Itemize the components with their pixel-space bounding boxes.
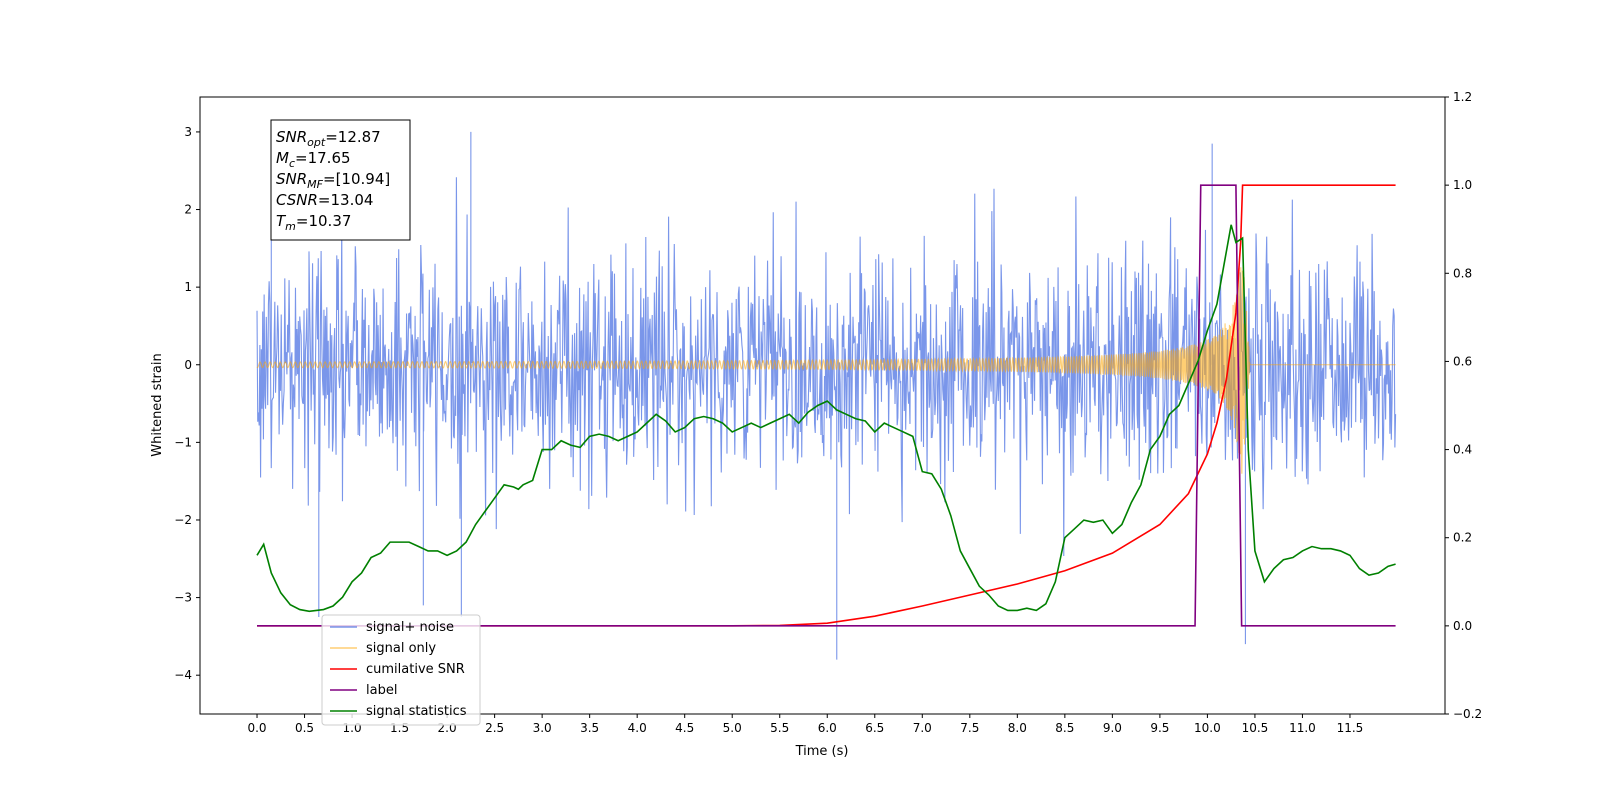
x-tick-label: 10.0 xyxy=(1194,721,1221,735)
annotation-symbol: T xyxy=(276,212,287,230)
y-tick-label-left: 2 xyxy=(184,203,192,217)
y-tick-label-left: 3 xyxy=(184,125,192,139)
x-tick-label: 10.5 xyxy=(1242,721,1269,735)
annotation-line: SNRMF=[10.94] xyxy=(276,170,390,191)
annotation-symbol: CSNR xyxy=(276,191,318,209)
x-axis-label: Time (s) xyxy=(795,744,849,759)
legend-entry: signal+ noise xyxy=(366,620,454,635)
x-tick-label: 6.5 xyxy=(865,721,884,735)
legend-entry: signal only xyxy=(366,641,436,656)
annotation-line: Mc=17.65 xyxy=(276,149,351,170)
annotation-symbol: SNR xyxy=(276,128,307,146)
annotation-symbol: SNR xyxy=(276,170,307,188)
x-tick-label: 8.0 xyxy=(1008,721,1027,735)
x-tick-label: 8.5 xyxy=(1055,721,1074,735)
x-tick-label: 11.5 xyxy=(1337,721,1364,735)
y-tick-label-left: 1 xyxy=(184,280,192,294)
y-tick-label-right: 1.2 xyxy=(1453,90,1472,104)
x-tick-label: 0.0 xyxy=(247,721,266,735)
annotation-value: =17.65 xyxy=(295,149,351,167)
series-signal-statistics xyxy=(256,224,1396,613)
y-tick-label-right: 1.0 xyxy=(1453,178,1472,192)
x-tick-label: 0.5 xyxy=(295,721,314,735)
annotation-subscript: c xyxy=(289,157,295,170)
x-tick-label: 2.5 xyxy=(485,721,504,735)
annotation-value: =12.87 xyxy=(325,128,381,146)
annotation-value: =13.04 xyxy=(318,191,374,209)
x-tick-label: 11.0 xyxy=(1289,721,1316,735)
x-tick-label: 3.0 xyxy=(533,721,552,735)
x-tick-label: 6.0 xyxy=(818,721,837,735)
x-tick-label: 7.5 xyxy=(960,721,979,735)
legend-entry: signal statistics xyxy=(366,704,467,719)
y-tick-label-right: 0.6 xyxy=(1453,354,1472,368)
legend-entry: cumilative SNR xyxy=(366,662,465,677)
x-tick-label: 9.0 xyxy=(1103,721,1122,735)
annotation-line: CSNR=13.04 xyxy=(276,191,373,209)
x-tick-label: 4.5 xyxy=(675,721,694,735)
annotation-value: =[10.94] xyxy=(323,170,390,188)
x-tick-label: 4.0 xyxy=(628,721,647,735)
y-tick-label-right: 0.8 xyxy=(1453,266,1472,280)
x-tick-label: 3.5 xyxy=(580,721,599,735)
x-tick-label: 5.5 xyxy=(770,721,789,735)
series-label xyxy=(257,184,1396,627)
annotation-line: SNRopt=12.87 xyxy=(276,128,381,149)
y-tick-label-right: 0.4 xyxy=(1453,443,1472,457)
y-tick-label-left: −4 xyxy=(174,668,192,682)
legend-frame xyxy=(321,614,481,726)
annotation-subscript: opt xyxy=(307,136,326,149)
x-axis: 0.0 0.5 1.0 1.5 2.0 2.5 3.0 3.5 4.0 4.5 5.0 5.5 6.0 6… xyxy=(247,714,1363,735)
y-tick-label-right: 0.0 xyxy=(1453,619,1472,633)
annotation-value: =10.37 xyxy=(296,212,352,230)
left-y-axis: −4 −3 −2 −1 0 1 2 3 xyxy=(174,125,200,682)
annotation-line: Tm=10.37 xyxy=(276,212,351,233)
x-tick-label: 9.5 xyxy=(1150,721,1169,735)
y-tick-label-left: 0 xyxy=(184,358,192,372)
annotation-symbol: M xyxy=(276,149,289,167)
series-cumulative-snr xyxy=(257,184,1396,627)
y-axis-label: Whitened strain xyxy=(150,353,165,456)
x-tick-label: 5.0 xyxy=(723,721,742,735)
axes-frame xyxy=(199,96,1446,715)
right-y-axis: −0.2 0.0 0.2 0.4 0.6 0.8 1.0 1.2 xyxy=(1445,90,1482,721)
annotation-frame xyxy=(270,119,411,241)
y-tick-label-left: −1 xyxy=(174,435,192,449)
y-tick-label-right: −0.2 xyxy=(1453,707,1482,721)
annotation-box: SNRopt=12.87Mc=17.65SNRMF=[10.94]CSNR=13… xyxy=(270,119,411,241)
series-signal-only xyxy=(256,267,1396,474)
y-tick-label-left: −2 xyxy=(174,513,192,527)
x-tick-label: 7.0 xyxy=(913,721,932,735)
y-tick-label-right: 0.2 xyxy=(1453,531,1472,545)
series-signal-noise xyxy=(256,124,1397,660)
legend-entry: label xyxy=(366,683,397,698)
y-tick-label-left: −3 xyxy=(174,591,192,605)
annotation-subscript: m xyxy=(285,220,296,233)
annotation-subscript: MF xyxy=(307,178,323,191)
legend: signal+ noise signal only cumilative SNR la… xyxy=(321,614,481,726)
plot-area xyxy=(256,124,1397,660)
